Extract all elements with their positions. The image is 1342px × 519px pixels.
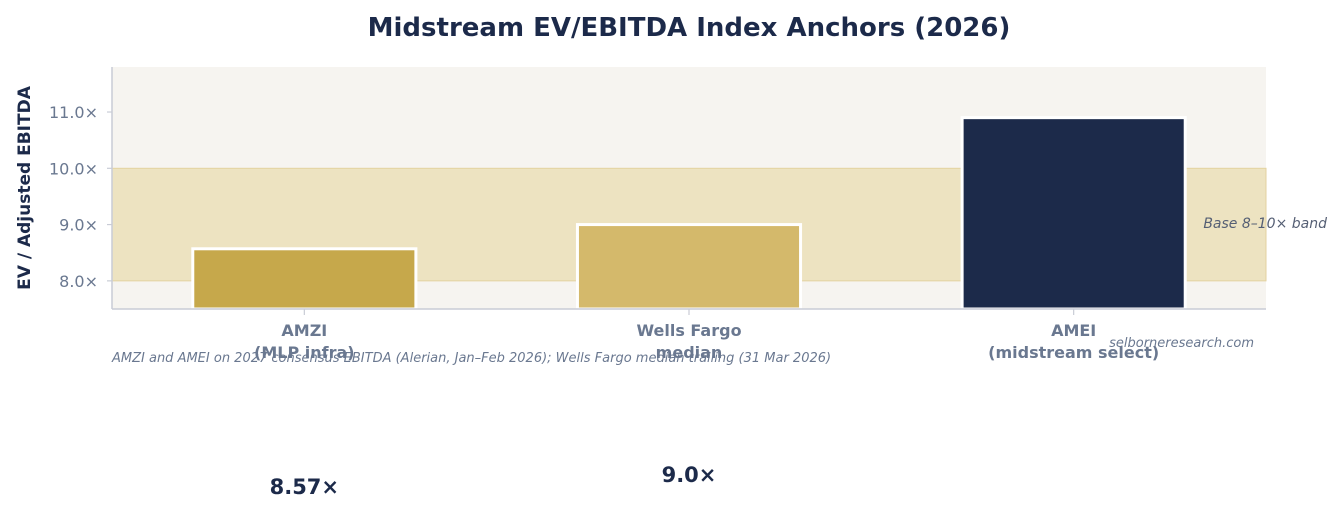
x-tick-label: AMZI (MLP infra) [254, 321, 355, 362]
y-tick-label: 11.0× [49, 103, 98, 122]
value-label-1: 9.0× [662, 463, 717, 487]
bar-2 [960, 116, 1187, 311]
band-label: Base 8–10× band [1203, 216, 1327, 232]
y-tick-label: 8.0× [59, 272, 98, 291]
x-tick-label: AMEI (midstream select) [988, 321, 1159, 362]
bar-0 [191, 247, 418, 311]
value-label-0: 8.57× [270, 475, 339, 499]
source-note: AMZI and AMEI on 2027 consensus EBITDA (… [111, 351, 831, 366]
y-tick-label: 9.0× [59, 216, 98, 235]
y-tick-label: 10.0× [49, 159, 98, 178]
x-tick-label: Wells Fargo median [636, 321, 741, 362]
y-axis-label: EV / Adjusted EBITDA [15, 85, 35, 290]
watermark: selborneresearch.com [1109, 336, 1254, 351]
bar-1 [575, 223, 803, 311]
chart-title: Midstream EV/EBITDA Index Anchors (2026) [368, 13, 1011, 43]
